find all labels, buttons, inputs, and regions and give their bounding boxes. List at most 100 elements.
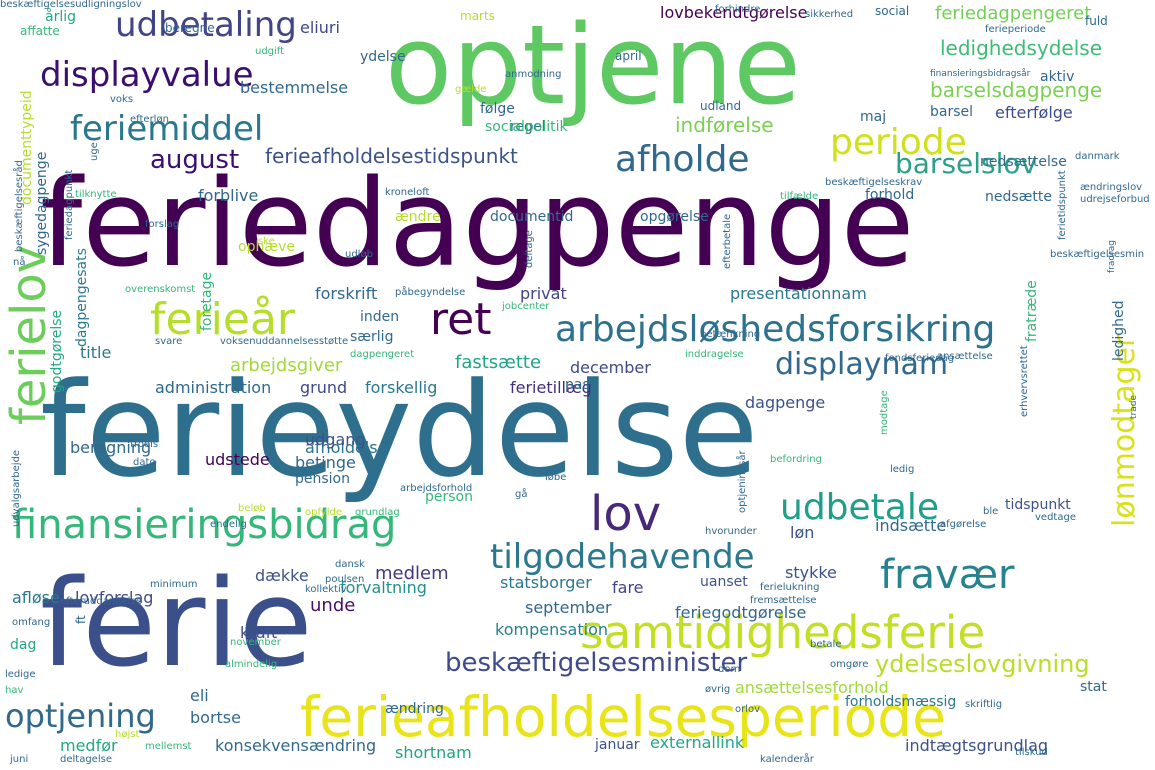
cloud-word: grundlag bbox=[355, 507, 400, 518]
cloud-word: følge bbox=[480, 101, 515, 117]
cloud-word: ansættelse bbox=[937, 351, 993, 362]
cloud-word: fuld bbox=[1085, 14, 1108, 28]
cloud-word: sygedagpenge bbox=[34, 151, 50, 255]
cloud-word: dag bbox=[10, 637, 37, 653]
cloud-word: unde bbox=[310, 595, 356, 616]
cloud-word: højst bbox=[115, 729, 140, 740]
cloud-word: nedsættelse bbox=[980, 154, 1067, 170]
cloud-word: pas bbox=[565, 377, 590, 393]
cloud-word: medfør bbox=[60, 736, 118, 755]
cloud-word: forhold bbox=[865, 187, 915, 203]
cloud-word: orlov bbox=[735, 704, 761, 715]
cloud-word: jobcenter bbox=[502, 301, 550, 312]
cloud-word: almindelig bbox=[225, 659, 278, 670]
cloud-word: efteruddannelse bbox=[60, 596, 142, 607]
cloud-word: presentationnam bbox=[730, 284, 867, 303]
cloud-word: barselslov bbox=[895, 147, 1038, 180]
cloud-word: december bbox=[570, 358, 651, 377]
cloud-word: beskæftigelseskrav bbox=[825, 177, 923, 188]
cloud-word: beskæftigelsesudligningslov bbox=[0, 0, 142, 10]
cloud-word: danmark bbox=[1075, 151, 1120, 162]
cloud-word: maj bbox=[860, 109, 887, 125]
cloud-word: anmodning bbox=[505, 69, 562, 80]
cloud-word: juni bbox=[10, 754, 29, 765]
cloud-word: beregne bbox=[165, 21, 215, 35]
cloud-word: tilgodehavende bbox=[490, 537, 755, 577]
cloud-word: feriemiddel bbox=[70, 109, 264, 149]
cloud-word: forblive bbox=[198, 186, 259, 205]
cloud-word: ferietillæg bbox=[510, 378, 592, 397]
cloud-word: dansk bbox=[335, 559, 365, 570]
cloud-word: ledighed bbox=[1111, 300, 1127, 361]
cloud-word: kraft bbox=[240, 623, 278, 642]
cloud-word: opgørelse bbox=[640, 209, 709, 225]
cloud-word: tilknytte bbox=[75, 189, 117, 200]
cloud-word: ændre bbox=[395, 209, 441, 225]
cloud-word: dato bbox=[133, 457, 156, 468]
cloud-word: uanset bbox=[700, 574, 748, 590]
cloud-word: erhvervsrettet bbox=[1019, 345, 1030, 417]
cloud-word: mellemst bbox=[145, 741, 192, 752]
cloud-word: udbetaling bbox=[115, 5, 297, 45]
cloud-word: forholdsmæssig bbox=[845, 694, 957, 710]
cloud-word: beløb bbox=[238, 503, 266, 514]
cloud-word: løn bbox=[790, 523, 815, 542]
cloud-word: afgørelse bbox=[940, 519, 987, 530]
cloud-word: barsel bbox=[930, 104, 974, 120]
cloud-word: title bbox=[80, 343, 112, 362]
cloud-word: efterbetale bbox=[722, 213, 733, 269]
cloud-word: november bbox=[230, 637, 281, 648]
cloud-word: afløse bbox=[12, 588, 60, 607]
cloud-word: september bbox=[525, 598, 612, 617]
cloud-word: løbe bbox=[545, 472, 567, 483]
cloud-word: betale bbox=[810, 639, 842, 650]
cloud-word: ændringslov bbox=[1080, 182, 1143, 193]
cloud-word: betinge bbox=[295, 453, 356, 472]
cloud-word: ferieår bbox=[150, 294, 295, 345]
cloud-word: betænkning bbox=[700, 329, 761, 340]
cloud-word: lovbekendtgørelse bbox=[660, 3, 808, 22]
cloud-word: efterfølge bbox=[995, 103, 1073, 122]
cloud-word: voks bbox=[110, 94, 134, 105]
cloud-word: tilskud bbox=[1015, 747, 1048, 758]
cloud-word: minimum bbox=[150, 579, 198, 590]
cloud-word: udløb bbox=[345, 249, 373, 260]
cloud-word: privat bbox=[520, 284, 567, 303]
cloud-word: displayvalue bbox=[40, 55, 254, 95]
cloud-word: socialpolitik bbox=[485, 119, 568, 135]
cloud-word: konsekvensændring bbox=[215, 736, 377, 755]
cloud-word: dagpengesats bbox=[74, 248, 90, 347]
cloud-word: ft bbox=[74, 615, 88, 624]
cloud-word: voksenuddannelsesstøtte bbox=[220, 336, 349, 347]
cloud-word: fravær bbox=[880, 552, 1015, 598]
cloud-word: svare bbox=[155, 336, 183, 347]
cloud-word: eliuri bbox=[300, 18, 340, 37]
cloud-word: sikkerhed bbox=[805, 9, 854, 20]
cloud-word: bestemmelse bbox=[240, 78, 349, 97]
cloud-word: ferielukning bbox=[760, 582, 820, 593]
cloud-word: beskæftigelsesmin bbox=[1050, 249, 1145, 260]
cloud-word: forslag bbox=[145, 219, 180, 230]
cloud-word: bortse bbox=[190, 708, 241, 727]
cloud-word: tidspunkt bbox=[1005, 497, 1071, 513]
cloud-word: dom bbox=[718, 664, 741, 675]
cloud-word: inddragelse bbox=[685, 349, 744, 360]
cloud-word: ledige bbox=[5, 669, 36, 680]
cloud-word: særlig bbox=[350, 329, 394, 345]
cloud-word: forskrift bbox=[315, 284, 378, 303]
cloud-word: forskellig bbox=[365, 378, 438, 397]
cloud-word: ansættelsesforhold bbox=[735, 678, 889, 697]
cloud-word: kroneloft bbox=[385, 187, 430, 198]
cloud-word: ferieperiode bbox=[985, 24, 1046, 35]
cloud-word: udgift bbox=[255, 46, 285, 57]
cloud-word: uge bbox=[89, 142, 100, 161]
cloud-word: befordring bbox=[770, 454, 822, 465]
cloud-word: efterløn bbox=[130, 114, 169, 125]
cloud-word: overenskomst bbox=[125, 284, 196, 295]
cloud-word: person bbox=[425, 489, 473, 505]
cloud-word: august bbox=[150, 145, 240, 175]
cloud-word: lov bbox=[590, 486, 662, 542]
cloud-word: pension bbox=[295, 471, 350, 487]
cloud-word: eli bbox=[190, 686, 209, 705]
cloud-word: optjene bbox=[385, 1, 801, 129]
